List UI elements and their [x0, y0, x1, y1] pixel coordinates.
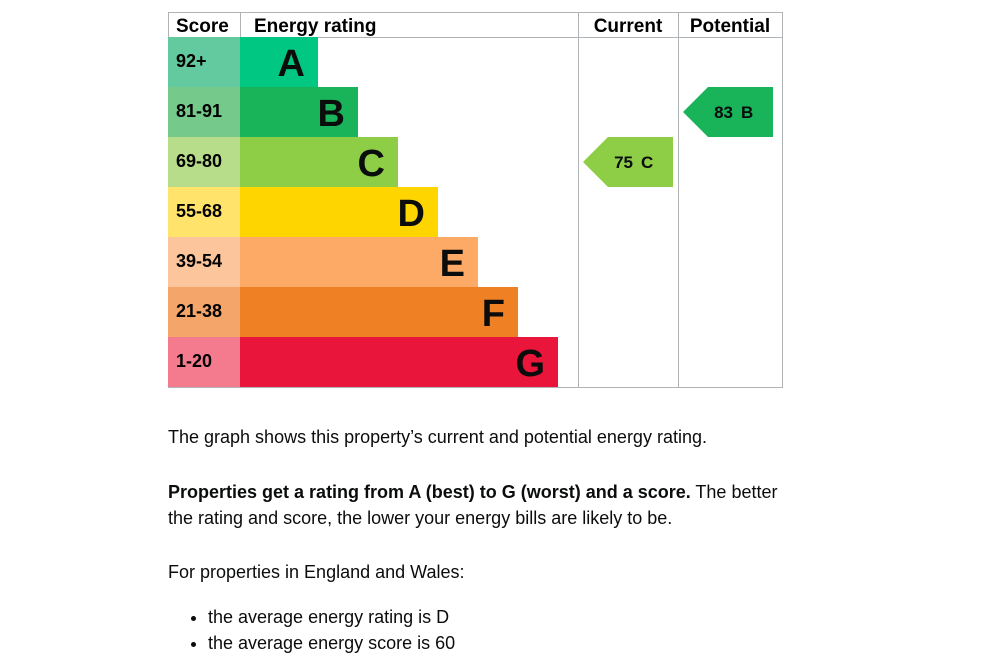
rating-bar	[240, 137, 398, 187]
score-label: 21-38	[176, 301, 222, 321]
rating-letter: A	[278, 43, 305, 85]
score-cell	[168, 87, 240, 137]
rating-bar	[240, 337, 558, 387]
header-potential: Potential	[690, 16, 770, 37]
rating-bar	[240, 287, 518, 337]
header-current: Current	[594, 16, 663, 37]
rating-letter: D	[398, 193, 425, 235]
current-letter: C	[641, 153, 653, 172]
rating-bar	[240, 37, 318, 87]
region: For properties in England and Wales:	[168, 562, 465, 582]
current-arrow	[583, 137, 673, 187]
score-cell	[168, 287, 240, 337]
rating-bar	[240, 87, 358, 137]
rating-bar	[240, 237, 478, 287]
header-score: Score	[176, 16, 229, 37]
epc-chart: Score Energy rating Current Potential 92…	[168, 12, 783, 388]
score-label: 55-68	[176, 201, 222, 221]
rating-letter: B	[318, 93, 345, 135]
score-label: 39-54	[176, 251, 222, 271]
rating-bar	[240, 187, 438, 237]
rating-letter: F	[482, 293, 505, 335]
rating-letter: C	[358, 143, 385, 185]
bullet: the average energy score is 60	[208, 630, 828, 656]
score-cell	[168, 337, 240, 387]
potential-letter: B	[741, 103, 753, 122]
rating-letter: E	[440, 243, 465, 285]
header-rating: Energy rating	[254, 16, 376, 37]
intro: The graph shows this property’s current …	[168, 427, 707, 447]
bullets: the average energy rating is D the avera…	[168, 604, 828, 656]
potential-arrow	[683, 87, 773, 137]
score-label: 1-20	[176, 351, 212, 371]
score-cell	[168, 237, 240, 287]
rest-text: The better the rating and score, the low…	[168, 482, 778, 528]
potential-value: 83	[714, 103, 733, 122]
score-cell	[168, 187, 240, 237]
score-label: 81-91	[176, 101, 222, 121]
score-label: 69-80	[176, 151, 222, 171]
current-value: 75	[614, 153, 633, 172]
score-cell	[168, 37, 240, 87]
bullet: the average energy rating is D	[208, 604, 828, 630]
score-cell	[168, 137, 240, 187]
rating-letter: G	[515, 343, 545, 385]
explanation: Properties get a rating from A (best) to…	[168, 479, 788, 531]
bold-text: Properties get a rating from A (best) to…	[168, 482, 691, 502]
score-label: 92+	[176, 51, 207, 71]
